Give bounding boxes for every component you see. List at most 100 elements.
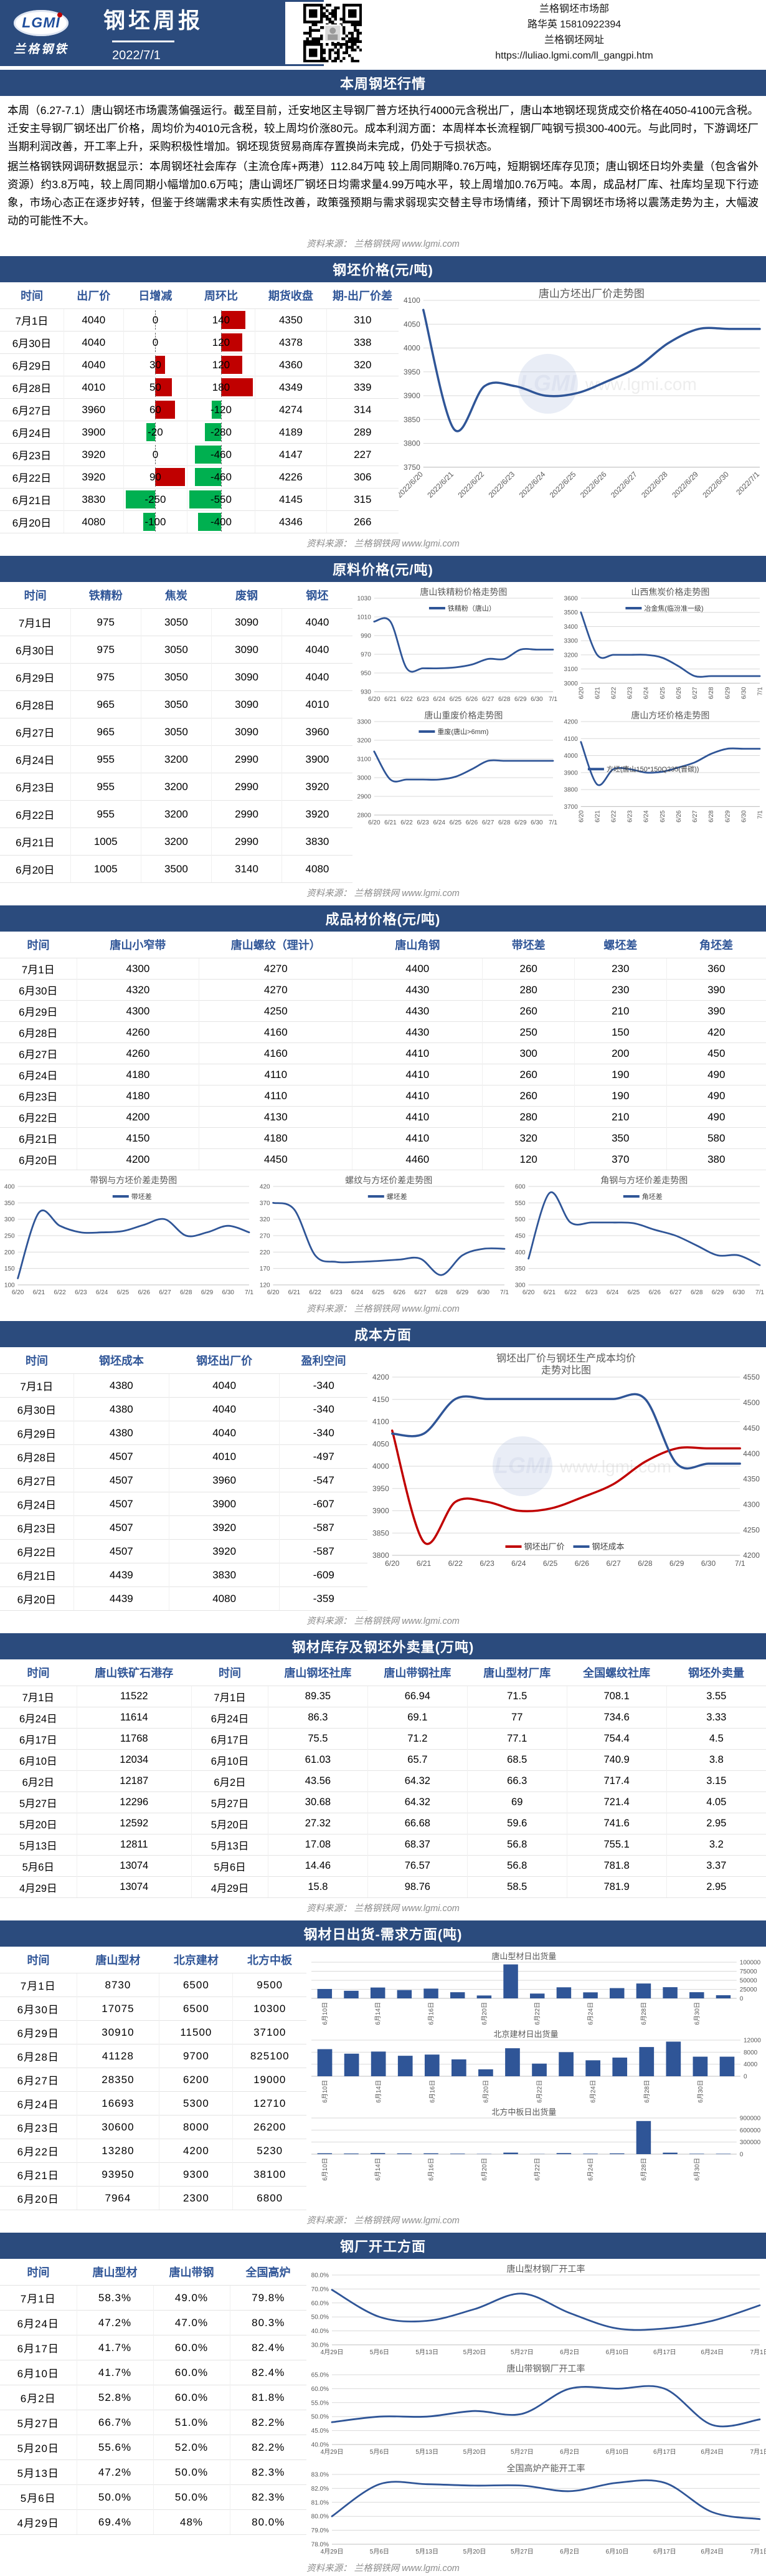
table-cell: 6月2日 — [0, 1771, 77, 1792]
table-header-row: 时间铁精粉焦炭废钢钢坯 — [0, 582, 352, 609]
table-cell: 3900 — [169, 1492, 280, 1516]
table-cell: 6月27日 — [0, 1043, 77, 1064]
table-cell: 306 — [326, 466, 398, 489]
table-cell: 6月2日 — [0, 2385, 77, 2410]
table-cell: 6月27日 — [0, 2068, 77, 2092]
svg-text:78.0%: 78.0% — [311, 2542, 329, 2549]
table-cell: -550 — [187, 489, 255, 511]
table-cell: 5月6日 — [0, 1856, 77, 1877]
table-cell: -340 — [280, 1398, 368, 1421]
svg-text:370: 370 — [260, 1200, 270, 1207]
table-cell: -609 — [280, 1563, 368, 1587]
table-cell: 4月29日 — [0, 1877, 77, 1898]
svg-text:6/27: 6/27 — [482, 696, 494, 703]
table-cell: 717.4 — [567, 1771, 666, 1792]
table-cell: 300 — [483, 1043, 575, 1064]
table-header-row: 时间唐山铁矿石港存时间唐山钢坯社库唐山带钢社库唐山型材厂库全国螺纹社库钢坯外卖量 — [0, 1659, 766, 1686]
table-cell: 370 — [574, 1149, 666, 1170]
contact-url[interactable]: https://luliao.lgmi.com/ll_gangpi.htm — [392, 49, 756, 64]
section-band-billet-price: 钢坯价格(元/吨) — [0, 256, 766, 282]
svg-text:6/25: 6/25 — [660, 810, 666, 823]
table-cell: 4040 — [169, 1398, 280, 1421]
svg-text:2022/6/25: 2022/6/25 — [547, 470, 577, 500]
svg-text:6/25: 6/25 — [628, 1289, 640, 1296]
column-header: 钢坯出厂价 — [169, 1347, 280, 1374]
svg-text:3400: 3400 — [564, 624, 578, 631]
column-header: 唐山小窄带 — [77, 932, 199, 958]
svg-text:6/29: 6/29 — [724, 810, 731, 823]
table-cell: 37100 — [233, 2021, 306, 2044]
svg-text:6月30日: 6月30日 — [697, 2080, 704, 2102]
table-cell: 5月20日 — [0, 2435, 77, 2460]
table-cell: 76.57 — [367, 1856, 467, 1877]
svg-text:5月27日: 5月27日 — [511, 2349, 534, 2356]
table-cell: 4430 — [352, 980, 483, 1001]
table-cell: 490 — [666, 1085, 766, 1107]
table-cell: 4439 — [73, 1563, 169, 1587]
svg-text:4200: 4200 — [564, 719, 578, 726]
table-cell: 6月20日 — [0, 1587, 73, 1611]
table-cell: 120 — [187, 332, 255, 354]
table-cell: -587 — [280, 1516, 368, 1540]
svg-text:6/27: 6/27 — [692, 687, 699, 699]
source-note: 资料来源： 兰格钢铁网 www.lgmi.com — [0, 234, 766, 252]
table-cell: 98.76 — [367, 1877, 467, 1898]
table-cell: 6月17日 — [192, 1729, 268, 1750]
table-cell: 52.8% — [77, 2385, 153, 2410]
table-cell: 955 — [70, 773, 141, 801]
table-cell: 4040 — [282, 636, 352, 664]
svg-text:7/1: 7/1 — [735, 1559, 745, 1568]
table-cell: 4450 — [199, 1149, 352, 1170]
table-cell: 6月24日 — [192, 1707, 268, 1729]
table-cell: 6月28日 — [0, 2044, 77, 2068]
table-cell: 7月1日 — [0, 1374, 73, 1398]
svg-text:6/26: 6/26 — [676, 810, 683, 823]
table-cell: 19000 — [233, 2068, 306, 2092]
svg-text:1010: 1010 — [357, 614, 371, 621]
svg-text:4050: 4050 — [404, 320, 420, 329]
svg-text:唐山型材日出货量: 唐山型材日出货量 — [491, 1952, 556, 1961]
table-cell: 3140 — [211, 856, 281, 883]
table-cell: 6月30日 — [0, 1997, 77, 2021]
table-cell: 754.4 — [567, 1729, 666, 1750]
svg-text:3950: 3950 — [404, 368, 420, 376]
svg-text:6/23: 6/23 — [330, 1289, 343, 1296]
table-cell: 120 — [187, 354, 255, 376]
svg-text:170: 170 — [260, 1266, 270, 1272]
svg-text:6/28: 6/28 — [498, 696, 511, 703]
table-cell: 3.8 — [666, 1750, 766, 1771]
table-cell: 41.7% — [77, 2360, 153, 2385]
svg-text:6/29: 6/29 — [514, 819, 527, 826]
svg-text:6/22: 6/22 — [564, 1289, 577, 1296]
table-cell: 4250 — [199, 1001, 352, 1022]
table-cell: 50.0% — [153, 2460, 230, 2485]
svg-text:6月10日: 6月10日 — [321, 2080, 329, 2102]
svg-text:2022/6/27: 2022/6/27 — [609, 470, 639, 500]
table-cell: 7月1日 — [0, 1686, 77, 1707]
table-cell: 50.0% — [153, 2485, 230, 2510]
svg-text:50.0%: 50.0% — [311, 2414, 329, 2421]
column-header: 钢坯成本 — [73, 1347, 169, 1374]
svg-text:6/27: 6/27 — [669, 1289, 682, 1296]
table-cell: 955 — [70, 801, 141, 828]
table-cell: 30 — [123, 354, 187, 376]
column-header: 出厂价 — [64, 282, 123, 309]
table-cell: 12710 — [233, 2092, 306, 2116]
table-cell: 60.0% — [153, 2385, 230, 2410]
column-header: 唐山型材 — [77, 2259, 153, 2286]
svg-text:82.0%: 82.0% — [311, 2486, 329, 2493]
table-cell: 6月21日 — [0, 489, 64, 511]
